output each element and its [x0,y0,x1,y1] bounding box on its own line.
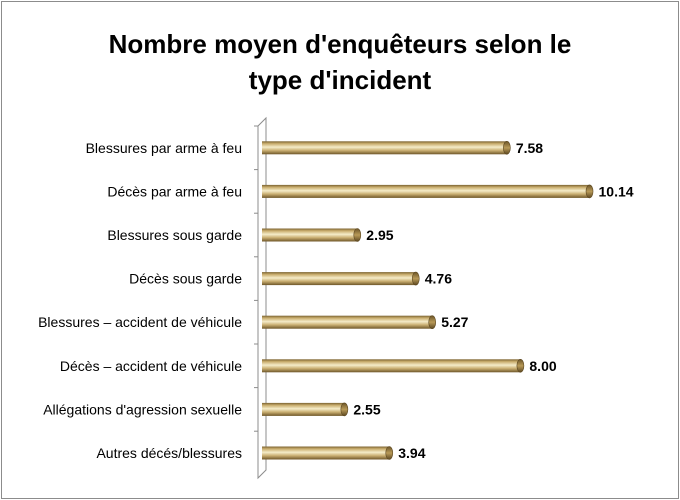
value-label: 2.95 [366,227,393,243]
bar-body [262,402,345,416]
bar [262,228,362,242]
chart-title: Nombre moyen d'enquêteurs selon le type … [0,26,680,98]
bar [262,184,594,199]
category-label: Blessures par arme à feu [86,140,242,156]
bar-body [262,228,358,242]
bar-body [262,359,521,373]
value-label: 3.94 [398,445,425,461]
value-label: 4.76 [425,271,452,287]
bar [262,271,420,286]
bar-body [262,446,390,460]
category-label: Allégations d'agression sexuelle [43,401,242,417]
bar-end-cap [411,271,420,286]
bar-body [262,184,590,198]
bar-end-cap [353,228,362,242]
bar [262,315,437,330]
category-label: Blessures sous garde [107,227,242,243]
bar-body [262,141,507,155]
bar [262,446,394,460]
bar [262,358,525,373]
chart-title-line-1: Nombre moyen d'enquêteurs selon le [108,29,572,59]
bar-end-cap [585,184,594,199]
bar [262,141,511,155]
bar-end-cap [385,446,394,460]
category-label: Blessures – accident de véhicule [38,314,242,330]
category-label: Décès – accident de véhicule [60,358,242,374]
category-label: Décès sous garde [129,271,242,287]
bar-end-cap [428,315,437,330]
value-label: 2.55 [353,401,380,417]
category-label: Autres décés/blessures [96,445,242,461]
bar-body [262,315,433,329]
bar-end-cap [503,141,511,155]
value-label: 7.58 [516,140,543,156]
value-label: 8.00 [529,358,556,374]
bar-end-cap [340,402,349,417]
bar-end-cap [516,358,525,373]
bar [262,402,349,417]
bar-body [262,272,416,286]
value-axis-wall [257,116,267,480]
chart-title-line-2: type d'incident [248,65,432,95]
category-label: Décès par arme à feu [107,183,242,199]
value-label: 5.27 [441,314,468,330]
value-label: 10.14 [599,183,634,199]
